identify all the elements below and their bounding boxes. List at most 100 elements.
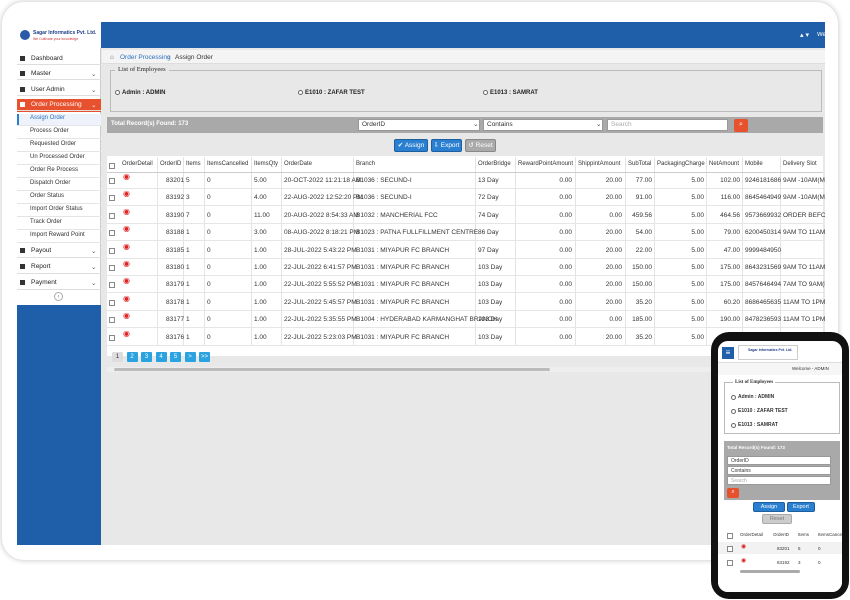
row-checkbox[interactable] xyxy=(109,265,115,271)
radio[interactable] xyxy=(298,90,303,95)
column-divider xyxy=(654,157,655,345)
table-cell: 1.00 xyxy=(254,246,267,254)
action-button[interactable]: ⇩ Export xyxy=(431,139,462,152)
search-button[interactable]: ⌕ xyxy=(734,119,748,132)
user-name[interactable]: Welcome - ADMIN xyxy=(792,366,829,371)
search-input[interactable]: Search xyxy=(607,119,728,131)
submenu-item[interactable]: Order Re Process xyxy=(30,167,79,173)
field-select[interactable]: OrderID xyxy=(727,456,831,465)
logo-box xyxy=(738,345,798,360)
detail-icon[interactable]: ◉ xyxy=(123,328,130,338)
employee-option[interactable]: Admin : ADMIN xyxy=(738,394,775,400)
breadcrumb-sep: › xyxy=(168,54,171,61)
submenu-item[interactable]: Un Processed Order xyxy=(30,154,85,160)
radio[interactable] xyxy=(731,423,736,428)
detail-icon[interactable]: ◉ xyxy=(123,293,130,303)
employee-option[interactable]: E1010 : ZAFAR TEST xyxy=(305,90,365,96)
row-checkbox[interactable] xyxy=(109,282,115,289)
logo-icon xyxy=(20,30,30,40)
table-cell: 0 xyxy=(207,211,211,219)
row-checkbox[interactable] xyxy=(109,299,115,306)
operator-select[interactable]: Contains xyxy=(727,466,831,475)
action-button[interactable]: ↺ Reset xyxy=(465,139,496,152)
header-checkbox[interactable] xyxy=(109,163,115,169)
row-checkbox[interactable] xyxy=(109,212,115,219)
page-button[interactable]: 1 xyxy=(112,352,123,362)
detail-icon[interactable]: ◉ xyxy=(123,189,130,199)
row-checkbox[interactable] xyxy=(109,317,115,324)
submenu-item[interactable]: Import Order Status xyxy=(30,206,83,212)
total-records: Total Record(s) Found: 173 xyxy=(727,445,785,450)
row-checkbox[interactable] xyxy=(727,546,733,552)
table-cell: 103 Day xyxy=(478,333,503,341)
column-divider xyxy=(183,157,184,345)
radio[interactable] xyxy=(483,90,488,95)
menu-item[interactable]: Master xyxy=(31,70,51,77)
row-checkbox[interactable] xyxy=(727,560,733,566)
detail-icon[interactable]: ◉ xyxy=(123,311,130,321)
row-checkbox[interactable] xyxy=(109,195,115,202)
detail-icon[interactable]: ◉ xyxy=(123,206,130,216)
radio[interactable] xyxy=(731,395,736,400)
table-cell: 86 Day xyxy=(478,229,499,237)
user-name[interactable]: Welcome - ADMIN xyxy=(817,32,825,38)
column-divider xyxy=(625,157,626,345)
operator-select[interactable]: Contains xyxy=(483,119,603,131)
menu-item[interactable]: Payout xyxy=(31,247,52,254)
detail-icon[interactable]: ◉ xyxy=(123,276,130,286)
submenu-item[interactable]: Assign Order xyxy=(30,115,66,121)
column-header: NetAmount xyxy=(709,161,740,167)
submenu-item[interactable]: Process Order xyxy=(30,128,69,134)
menu-item[interactable]: Order Processing xyxy=(31,101,82,108)
detail-icon[interactable]: ◉ xyxy=(123,224,130,234)
action-button[interactable]: Export xyxy=(787,502,815,512)
row-checkbox[interactable] xyxy=(109,178,115,184)
detail-icon[interactable]: ◉ xyxy=(741,558,747,564)
row-checkbox[interactable] xyxy=(109,334,115,341)
search-button[interactable]: ⌕ xyxy=(727,488,739,498)
submenu-item[interactable]: Requested Order xyxy=(30,141,77,147)
action-button[interactable]: Reset xyxy=(762,514,792,524)
action-button[interactable]: ✔ Assign xyxy=(394,139,428,152)
breadcrumb-link[interactable]: Order Processing xyxy=(120,54,171,61)
radio[interactable] xyxy=(731,409,736,414)
menu-item[interactable]: Payment xyxy=(31,279,57,286)
collapse-button[interactable]: ‹ xyxy=(54,292,63,301)
page-button[interactable]: >> xyxy=(199,352,210,362)
menu-item[interactable]: User Admin xyxy=(31,86,65,93)
detail-icon[interactable]: ◉ xyxy=(123,259,130,268)
submenu-item[interactable]: Track Order xyxy=(30,219,62,225)
submenu-item[interactable]: Order Status xyxy=(30,193,65,199)
page-button[interactable]: 3 xyxy=(141,352,152,362)
table-cell: 9AM -10AM(MO xyxy=(783,194,825,202)
action-button[interactable]: Assign xyxy=(753,502,785,512)
table-cell: 3 xyxy=(186,194,190,202)
search-input[interactable]: Search xyxy=(727,476,831,485)
submenu-item[interactable]: Import Reward Point xyxy=(30,232,85,238)
hamburger[interactable]: ≡ xyxy=(722,347,734,359)
table-cell: 20.00 xyxy=(605,194,622,202)
page-button[interactable]: 2 xyxy=(126,352,138,362)
table-cell: 103 Day xyxy=(478,281,503,289)
employee-option[interactable]: Admin : ADMIN xyxy=(122,90,166,96)
detail-icon[interactable]: ◉ xyxy=(123,172,130,181)
row-checkbox[interactable] xyxy=(109,230,115,237)
column-header: Mobile xyxy=(745,161,763,167)
header-checkbox[interactable] xyxy=(727,533,733,539)
page-button[interactable]: 4 xyxy=(155,352,167,362)
detail-icon[interactable]: ◉ xyxy=(123,241,130,251)
submenu-item[interactable]: Dispatch Order xyxy=(30,180,71,186)
row-checkbox[interactable] xyxy=(109,247,115,254)
employee-option[interactable]: E1013 : SAMRAT xyxy=(490,90,538,96)
employee-option[interactable]: E1013 : SAMRAT xyxy=(738,422,778,428)
page-button[interactable]: 5 xyxy=(170,352,181,362)
radio[interactable] xyxy=(115,90,120,95)
field-select[interactable]: OrderID xyxy=(358,119,480,131)
table-cell: 0 xyxy=(207,177,211,184)
page-button[interactable]: > xyxy=(184,352,196,362)
menu-item[interactable]: Dashboard xyxy=(31,55,63,62)
detail-icon[interactable]: ◉ xyxy=(741,544,747,550)
menu-item[interactable]: Report xyxy=(31,263,51,270)
employee-option[interactable]: E1010 : ZAFAR TEST xyxy=(738,408,788,414)
row-line xyxy=(107,275,823,276)
